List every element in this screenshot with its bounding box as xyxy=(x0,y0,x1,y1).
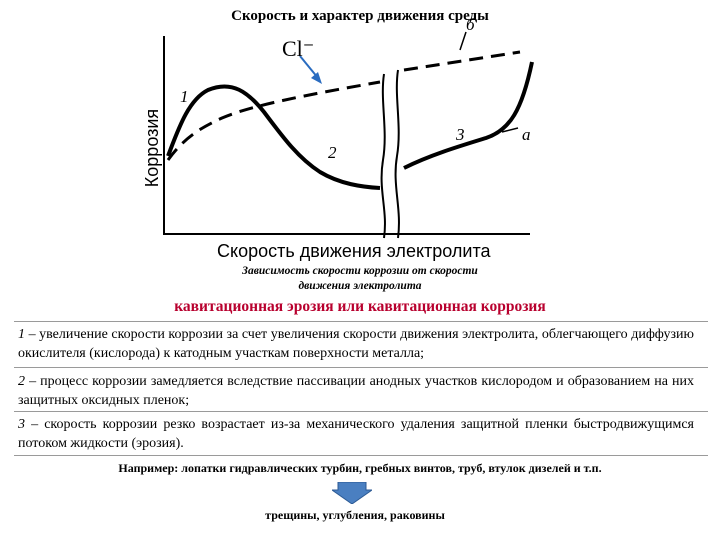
label-b-leader xyxy=(459,31,467,51)
x-axis-label: Скорость движения электролита xyxy=(217,241,491,261)
curve-label-3: 3 xyxy=(455,125,465,144)
item-number: 1 xyxy=(18,327,25,342)
result-text: трещины, углубления, раковины xyxy=(265,508,445,522)
axis-break-left xyxy=(380,73,386,239)
item-dash: – xyxy=(31,417,39,432)
item-text: увеличение скорости коррозии за счет уве… xyxy=(18,327,695,361)
cl-label: Cl⁻ xyxy=(282,36,314,61)
item-dash: – xyxy=(28,327,36,342)
section-heading: кавитационная эрозия или кавитационная к… xyxy=(174,298,546,315)
example-text: Например: лопатки гидравлических турбин,… xyxy=(118,461,602,475)
cl-arrow-line xyxy=(299,55,319,79)
item-text: процесс коррозии замедляется вследствие … xyxy=(18,374,695,408)
cl-arrow-head xyxy=(311,72,322,84)
item-number: 2 xyxy=(18,374,25,389)
series-a-left xyxy=(166,84,381,190)
item-number: 3 xyxy=(18,417,25,432)
curve-label-1: 1 xyxy=(180,87,189,106)
figure-caption: Зависимость скорости коррозии от скорост… xyxy=(160,264,560,294)
series-b-right xyxy=(403,50,521,72)
list-item: 2 – процесс коррозии замедляется вследст… xyxy=(18,372,694,410)
divider xyxy=(14,455,708,456)
curve-label-2: 2 xyxy=(328,143,337,162)
series-a-right xyxy=(403,61,534,170)
curve-label-b: б xyxy=(466,15,475,34)
divider xyxy=(14,321,708,322)
caption-line-2: движения электролита xyxy=(298,280,422,292)
y-axis-label: Коррозия xyxy=(142,109,162,187)
list-item: 1 – увеличение скорости коррозии за счет… xyxy=(18,325,694,363)
label-a-leader xyxy=(501,127,519,133)
curve-label-a: а xyxy=(522,125,531,144)
caption-line-1: Зависимость скорости коррозии от скорост… xyxy=(242,265,478,277)
list-item: 3 – скорость коррозии резко возрастает и… xyxy=(18,415,694,453)
item-text: скорость коррозии резко возрастает из-за… xyxy=(18,417,695,451)
item-dash: – xyxy=(29,374,37,389)
axis-break-right xyxy=(394,69,400,239)
down-arrow-icon xyxy=(332,482,372,504)
series-b-left xyxy=(166,80,381,161)
divider xyxy=(14,411,708,412)
page-title: Скорость и характер движения среды xyxy=(231,8,489,24)
divider xyxy=(14,367,708,368)
